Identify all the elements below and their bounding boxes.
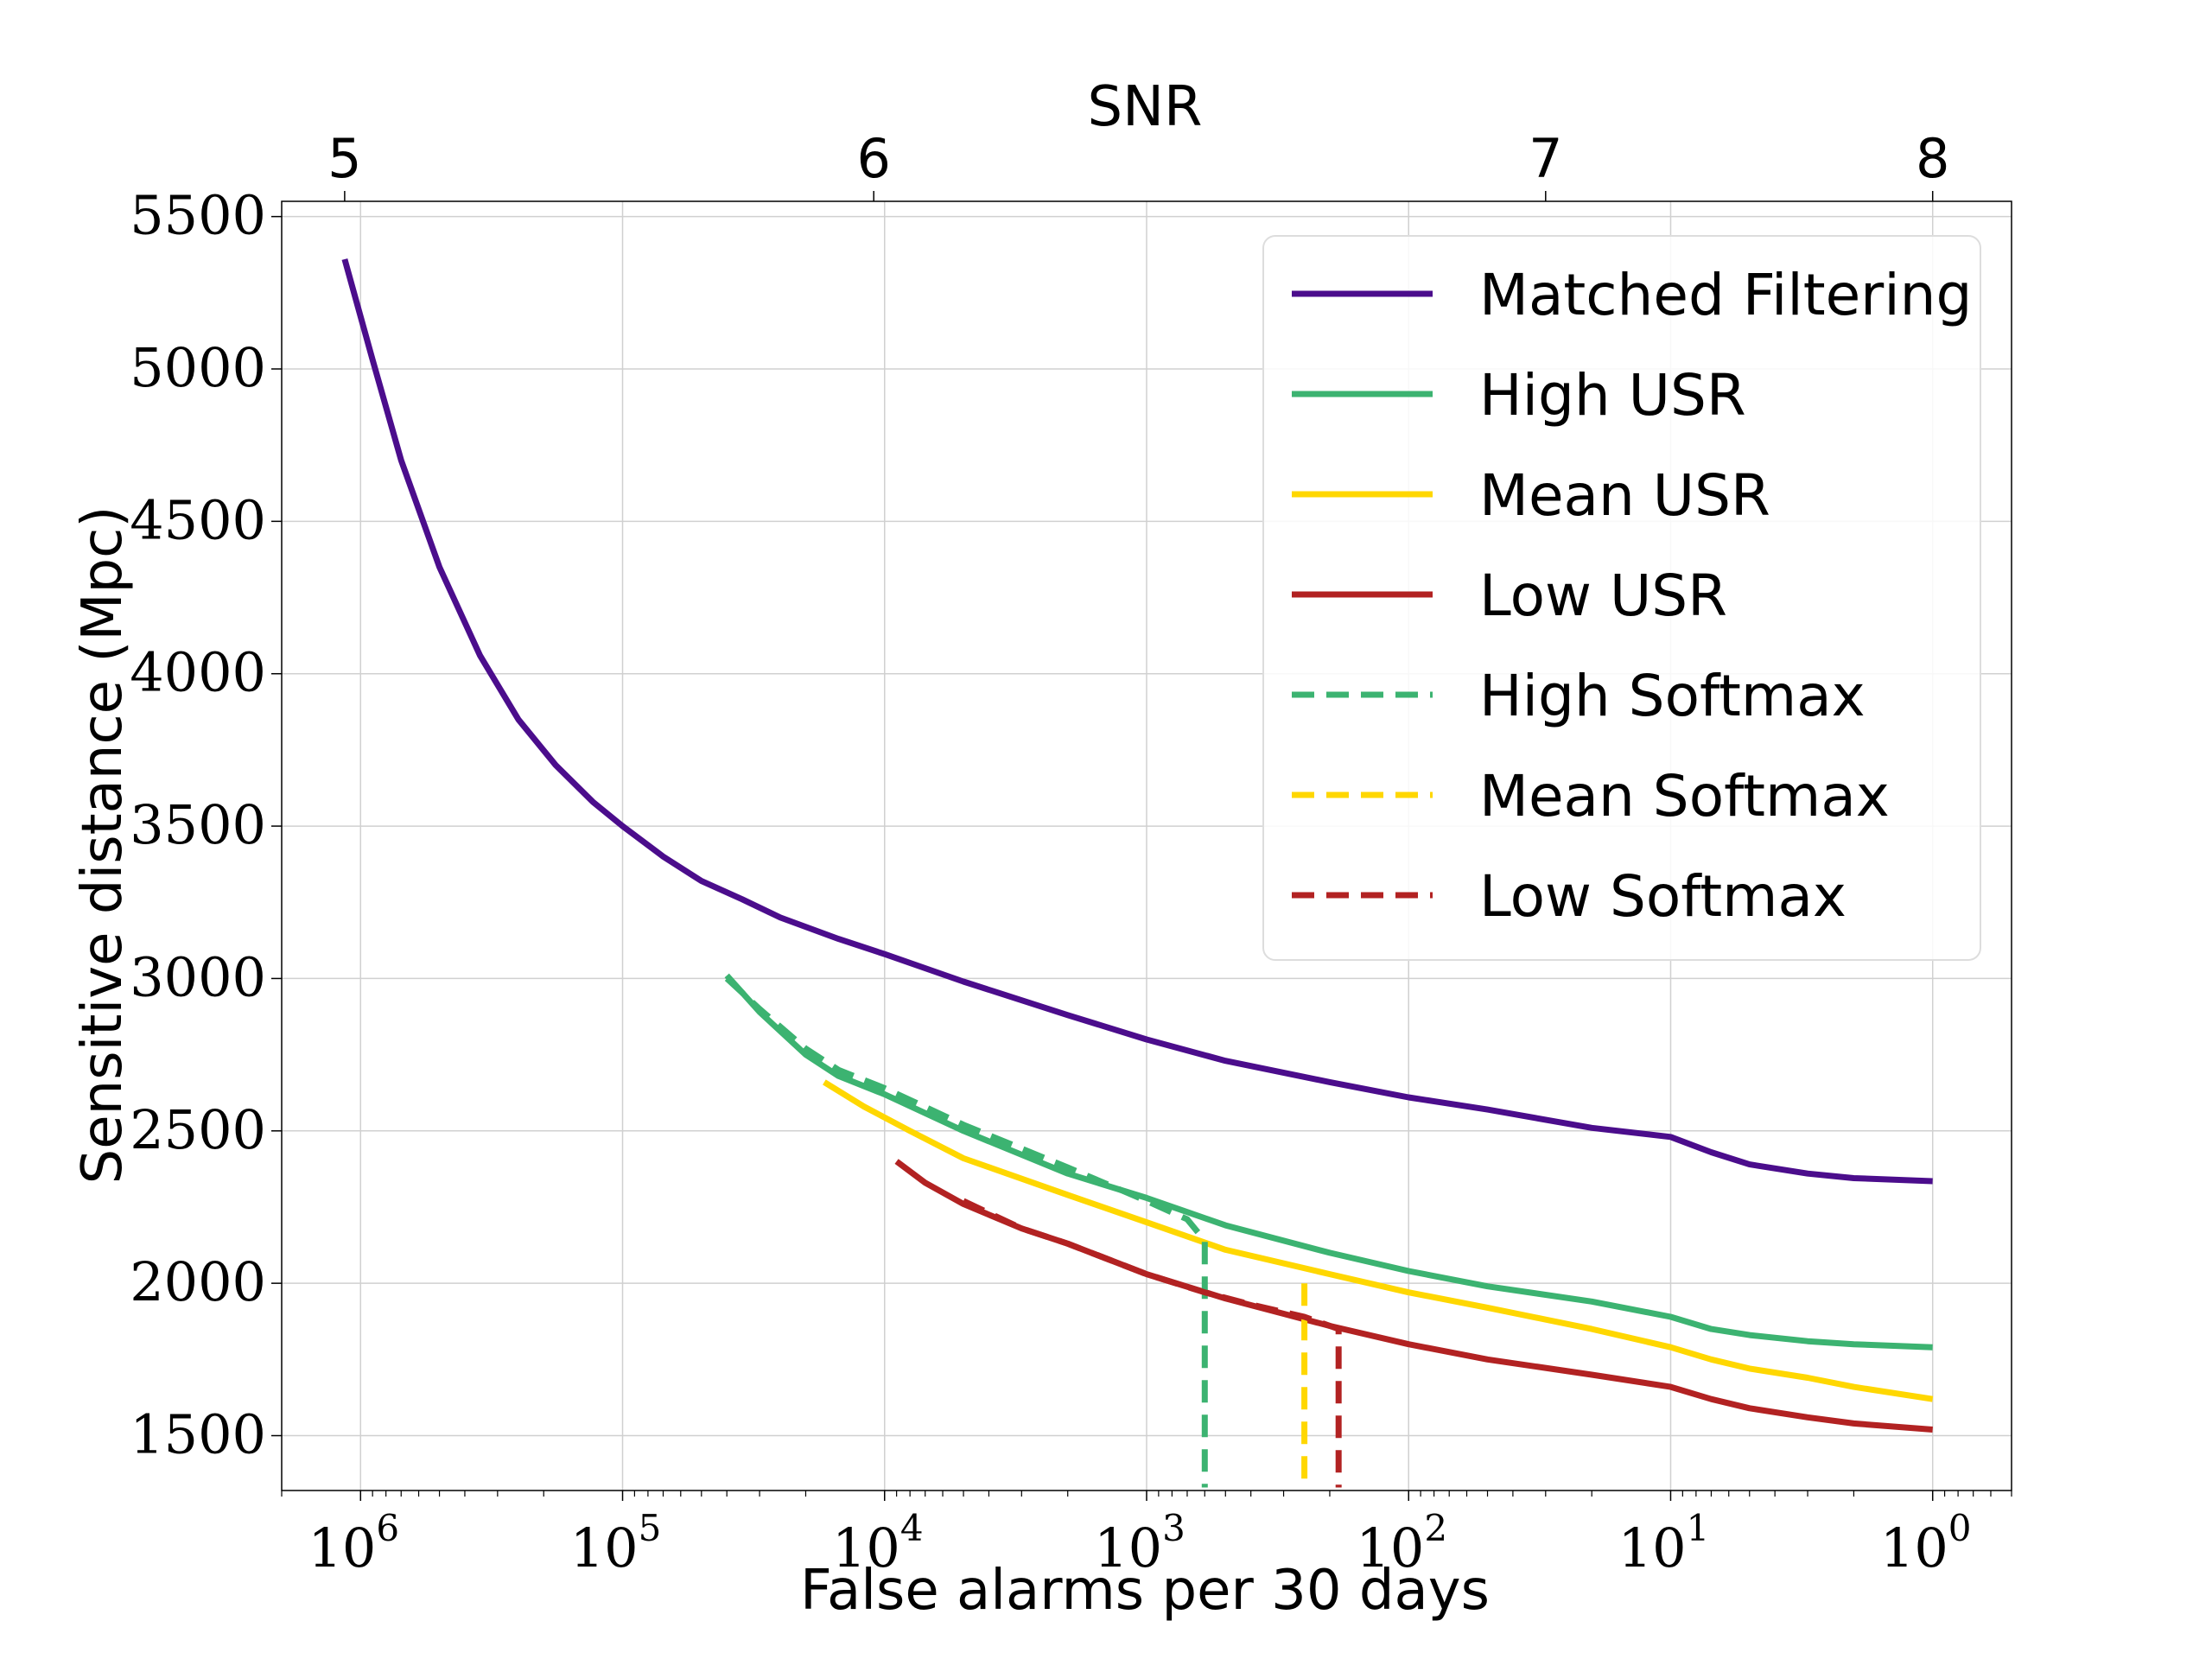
minor-ticks [281, 1491, 2012, 1497]
x-axis-label: False alarms per 30 days [800, 1559, 1490, 1623]
series-line-low-softmax [962, 1198, 1342, 1488]
y-tick-label: 5500 [130, 184, 266, 247]
x-axis-ticks: 106 105 104 103 102 101 100 [308, 1491, 1972, 1580]
legend-label: High Softmax [1479, 663, 1866, 729]
y-axis-ticks: 1500 2000 2500 3000 3500 4000 4500 5000 5500 [130, 184, 282, 1466]
y-tick-label: 3500 [130, 793, 266, 856]
y-tick-label: 4000 [130, 641, 266, 704]
x-tick-label: 104 [832, 1507, 924, 1580]
x-tick-label: 101 [1618, 1507, 1710, 1580]
x-tick-label: 103 [1094, 1507, 1185, 1580]
y-tick-label: 3000 [130, 945, 266, 1008]
y-axis-label: Sensitive distance (Mpc) [71, 506, 135, 1185]
top-axis-ticks: 5 6 7 8 [327, 127, 1949, 201]
legend-label: Matched Filtering [1479, 262, 1972, 328]
top-tick-label: 6 [856, 127, 890, 190]
y-tick-label: 5000 [130, 336, 266, 399]
legend: Matched Filtering High USR Mean USR Low USR… [1262, 235, 1981, 961]
series-layer [341, 258, 1934, 1488]
series-line-high-softmax [724, 976, 1208, 1488]
y-tick-label: 1500 [130, 1403, 266, 1466]
top-axis-label: SNR [1088, 75, 1203, 139]
x-tick-label: 102 [1356, 1507, 1447, 1580]
y-tick-label: 2000 [130, 1250, 266, 1313]
x-tick-label: 105 [570, 1507, 662, 1580]
legend-label: Mean Softmax [1479, 763, 1890, 830]
top-tick-label: 5 [327, 127, 361, 190]
series-line-matched-filtering [341, 258, 1933, 1185]
legend-label: Low USR [1479, 563, 1727, 629]
legend-label: Mean USR [1479, 462, 1770, 529]
y-tick-label: 2500 [130, 1098, 266, 1161]
series-line-mean-usr [823, 1079, 1934, 1402]
legend-box [1262, 235, 1981, 961]
y-tick-label: 4500 [130, 488, 266, 551]
x-tick-label: 100 [1880, 1507, 1972, 1580]
legend-label: High USR [1479, 362, 1746, 429]
x-tick-label: 106 [308, 1507, 399, 1580]
top-tick-label: 8 [1916, 127, 1949, 190]
series-line-high-usr [724, 973, 1933, 1351]
top-tick-label: 7 [1529, 127, 1562, 190]
legend-label: Low Softmax [1479, 863, 1847, 930]
